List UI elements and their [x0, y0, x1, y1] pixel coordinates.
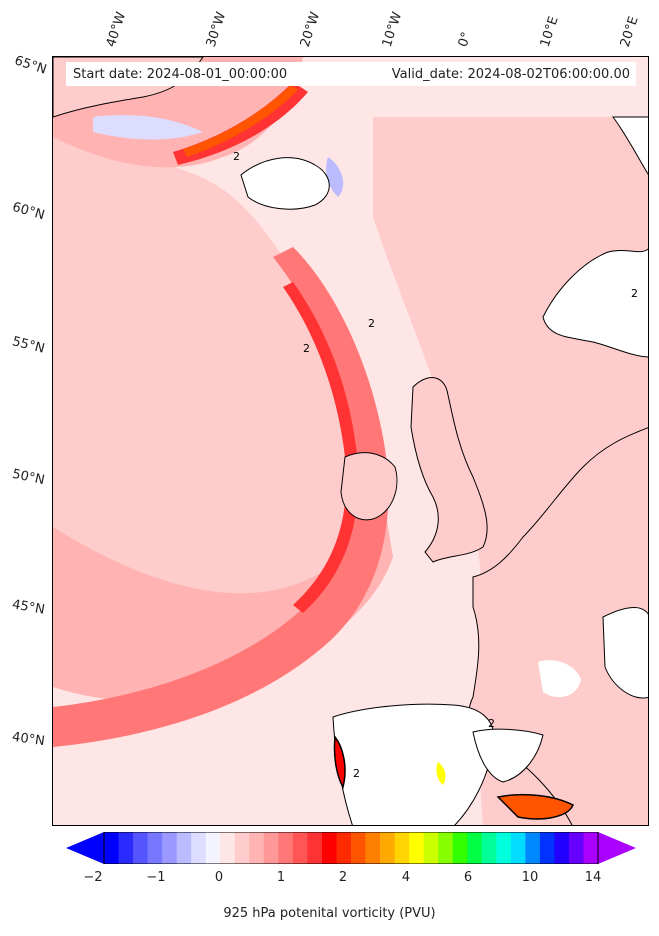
pv-region-pink: [53, 117, 375, 694]
colorbar-tick: 10: [521, 870, 539, 885]
pv-spiral-core: [283, 282, 359, 613]
pv-negative-patch-2: [326, 157, 344, 197]
lat-label-45n: 45°N: [10, 597, 46, 618]
pyrenees-mask: [538, 660, 581, 698]
contour-label: 2: [303, 342, 310, 355]
colorbar-cell: [510, 832, 526, 864]
colorbar-cell: [423, 832, 439, 864]
colorbar-tick: 2: [338, 870, 348, 885]
lat-label-60n: 60°N: [10, 199, 47, 224]
valid-date-label: Valid_date: 2024-08-02T06:00:00.00: [391, 67, 630, 82]
colorbar-cell: [394, 832, 410, 864]
contour-label: 2: [233, 150, 240, 163]
pv-negative-patch-1: [93, 115, 203, 140]
colorbar-cell: [104, 832, 120, 864]
colorbar-cell: [191, 832, 207, 864]
start-date-label: Start date: 2024-08-01_00:00:00: [73, 67, 288, 82]
ireland: [340, 452, 398, 521]
map-panel[interactable]: 2 2 2 2 2 2: [52, 56, 649, 826]
continental-europe: [468, 427, 648, 825]
colorbar-cell: [133, 832, 149, 864]
pv-spiral-band: [53, 247, 389, 747]
colorbar-tick: 1: [276, 870, 286, 885]
norway-north: [612, 116, 648, 175]
colorbar-cell: [176, 832, 192, 864]
pv-high-contour-3: [436, 762, 446, 785]
colorbar-cell: [452, 832, 468, 864]
colorbar-cell: [263, 832, 279, 864]
colorbar-cell: [205, 832, 221, 864]
italy-south-mask: [472, 728, 544, 783]
colorbar-cell: [292, 832, 308, 864]
colorbar-cell: [220, 832, 236, 864]
contour-label: 2: [488, 717, 495, 730]
colorbar-max-arrow: [598, 832, 636, 864]
pv-high-contour-2: [333, 735, 346, 789]
lon-label-40w: 40°W: [103, 10, 130, 49]
colorbar-cell: [438, 832, 454, 864]
lat-label-40n: 40°N: [11, 729, 46, 750]
colorbar-tick: 14: [584, 870, 602, 885]
great-britain: [410, 377, 488, 563]
pv-field-svg: 2 2 2 2 2 2: [53, 57, 648, 825]
colorbar-tick: 0: [214, 870, 224, 885]
colorbar-min-arrow: [66, 832, 104, 864]
contour-label: 2: [368, 317, 375, 330]
colorbar-cell: [554, 832, 570, 864]
contour-label: 2: [353, 767, 360, 780]
colorbar-cell: [278, 832, 294, 864]
lon-label-10e: 10°E: [537, 14, 562, 50]
colorbar-cell: [321, 832, 337, 864]
colorbar-cell: [467, 832, 483, 864]
pv-band-greenland-core: [183, 85, 298, 157]
iceland-landmass: [240, 157, 330, 210]
title-bar: Start date: 2024-08-01_00:00:00 Valid_da…: [66, 62, 636, 86]
lat-label-65n: 65°N: [12, 53, 49, 78]
colorbar-frame: [103, 832, 599, 864]
colorbar-tick: −1: [146, 870, 166, 885]
colorbar-cell: [380, 832, 396, 864]
lon-label-20e: 20°E: [617, 14, 642, 50]
colorbar-cell: [118, 832, 134, 864]
colorbar-label: 925 hPa potenital vorticity (PVU): [223, 906, 436, 921]
norway-landmass: [542, 248, 648, 358]
colorbar-tick: −2: [83, 870, 103, 885]
lon-label-0: 0°: [455, 30, 475, 49]
lat-label-55n: 55°N: [10, 334, 47, 357]
colorbar-cell: [525, 832, 541, 864]
colorbar-cell: [249, 832, 265, 864]
colorbar-cell: [234, 832, 250, 864]
colorbar-cell: [162, 832, 178, 864]
colorbar-cells: [104, 832, 599, 864]
pv-high-contour-1: [496, 793, 574, 820]
colorbar-cell: [307, 832, 323, 864]
alps-mask: [602, 607, 648, 699]
colorbar-tick: 4: [401, 870, 411, 885]
lon-label-20w: 20°W: [297, 10, 324, 49]
contour-label: 2: [631, 287, 638, 300]
lon-label-10w: 10°W: [379, 10, 406, 49]
colorbar-cell: [539, 832, 555, 864]
colorbar-cell: [496, 832, 512, 864]
colorbar-cell: [583, 832, 599, 864]
colorbar-cell: [365, 832, 381, 864]
colorbar-cell: [409, 832, 425, 864]
colorbar-cell: [481, 832, 497, 864]
lon-label-30w: 30°W: [203, 10, 230, 49]
colorbar-cell: [351, 832, 367, 864]
colorbar-tick: 6: [463, 870, 473, 885]
colorbar-cell: [336, 832, 352, 864]
colorbar-cell: [568, 832, 584, 864]
colorbar: [66, 832, 636, 864]
lat-label-50n: 50°N: [10, 466, 46, 489]
colorbar-cell: [147, 832, 163, 864]
